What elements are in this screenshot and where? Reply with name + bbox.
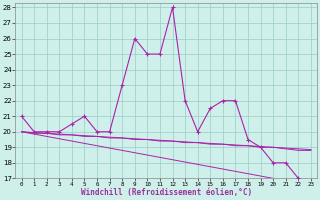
X-axis label: Windchill (Refroidissement éolien,°C): Windchill (Refroidissement éolien,°C) [81, 188, 252, 197]
